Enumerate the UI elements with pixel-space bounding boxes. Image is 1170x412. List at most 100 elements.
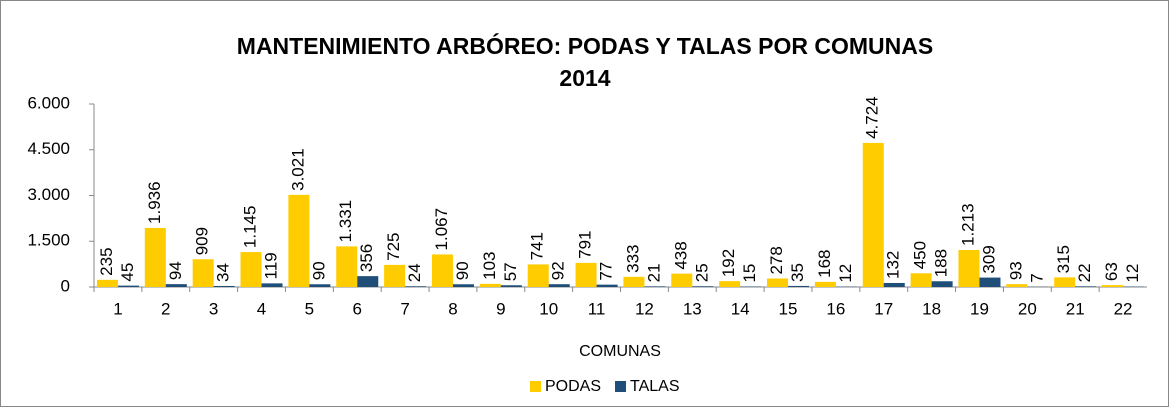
bar <box>815 282 836 287</box>
bar <box>453 284 474 287</box>
bar <box>671 274 692 287</box>
bar <box>405 286 426 287</box>
bar <box>166 284 187 287</box>
data-label: 741 <box>528 232 547 260</box>
bar <box>288 195 309 287</box>
bar <box>432 254 453 287</box>
x-tick-label: 18 <box>922 299 941 318</box>
data-label: 22 <box>1075 263 1094 282</box>
bar <box>958 250 979 287</box>
bar <box>501 285 522 287</box>
bar <box>692 286 713 287</box>
data-label: 315 <box>1054 245 1073 273</box>
data-label: 45 <box>118 263 137 282</box>
bar <box>145 228 166 287</box>
data-label: 77 <box>597 262 616 281</box>
x-tick-label: 13 <box>683 299 702 318</box>
x-tick-label: 8 <box>448 299 457 318</box>
y-tick-label: 6.000 <box>27 93 70 112</box>
data-label: 168 <box>815 250 834 278</box>
x-tick-label: 20 <box>1018 299 1037 318</box>
data-label: 119 <box>262 252 281 279</box>
data-label: 35 <box>788 263 807 282</box>
legend-swatch <box>615 381 626 392</box>
x-tick-label: 6 <box>353 299 362 318</box>
legend-swatch <box>530 381 541 392</box>
bar <box>623 277 644 287</box>
bar <box>480 284 501 287</box>
data-label: 235 <box>97 247 116 275</box>
data-label: 103 <box>480 251 499 279</box>
data-label: 7 <box>1027 273 1046 282</box>
data-label: 4.724 <box>863 96 882 139</box>
bar <box>384 265 405 287</box>
bar <box>97 280 118 287</box>
x-tick-label: 22 <box>1114 299 1133 318</box>
x-tick-label: 4 <box>257 299 266 318</box>
x-tick-label: 10 <box>539 299 558 318</box>
x-tick-label: 1 <box>113 299 122 318</box>
bar <box>932 281 953 287</box>
x-tick-label: 2 <box>161 299 170 318</box>
bar <box>336 246 357 287</box>
bar <box>1054 277 1075 287</box>
data-label: 24 <box>405 263 424 282</box>
y-tick-label: 0 <box>61 276 70 295</box>
x-tick-label: 15 <box>779 299 798 318</box>
bar <box>719 281 740 287</box>
data-label: 63 <box>1102 262 1121 281</box>
data-label: 21 <box>644 263 663 282</box>
bar <box>241 252 262 287</box>
chart-title: MANTENIMIENTO ARBÓREO: PODAS Y TALAS POR… <box>237 32 933 59</box>
data-label: 25 <box>692 263 711 282</box>
legend-label: PODAS <box>545 378 601 395</box>
x-tick-label: 9 <box>496 299 505 318</box>
bar <box>979 278 1000 287</box>
data-label: 12 <box>1123 264 1142 283</box>
bar <box>357 276 378 287</box>
y-tick-label: 1.500 <box>27 231 70 250</box>
x-tick-label: 3 <box>209 299 218 318</box>
x-tick-label: 14 <box>731 299 750 318</box>
data-label: 438 <box>671 241 690 269</box>
legend-label: TALAS <box>630 378 680 395</box>
data-label: 309 <box>979 245 998 273</box>
data-label: 1.213 <box>958 203 977 246</box>
x-tick-label: 11 <box>588 299 606 318</box>
data-label: 94 <box>166 261 185 280</box>
bar <box>884 283 905 287</box>
data-label: 192 <box>719 249 738 277</box>
data-label: 1.936 <box>145 181 164 224</box>
bar <box>528 264 549 287</box>
data-label: 90 <box>309 261 328 280</box>
data-label: 791 <box>576 230 595 258</box>
bar <box>644 286 665 287</box>
bar <box>1102 285 1123 287</box>
data-label: 92 <box>549 261 568 280</box>
data-label: 132 <box>884 251 903 279</box>
bar <box>597 285 618 287</box>
bar <box>549 284 570 287</box>
bar <box>262 283 283 287</box>
data-label: 90 <box>453 261 472 280</box>
bar <box>1006 284 1027 287</box>
data-label: 93 <box>1006 261 1025 280</box>
bar <box>576 263 597 287</box>
x-tick-label: 5 <box>305 299 314 318</box>
y-tick-label: 4.500 <box>27 139 70 158</box>
data-label: 57 <box>501 262 520 281</box>
data-label: 1.067 <box>432 208 451 251</box>
bar <box>309 284 330 287</box>
x-axis-label: COMUNAS <box>579 343 661 360</box>
data-label: 1.331 <box>336 200 355 243</box>
data-label: 278 <box>767 246 786 274</box>
y-tick-label: 3.000 <box>27 185 70 204</box>
x-tick-label: 7 <box>400 299 409 318</box>
data-label: 3.021 <box>288 148 307 191</box>
bar <box>767 279 788 287</box>
bar <box>863 143 884 287</box>
data-label: 909 <box>193 227 212 255</box>
x-tick-label: 12 <box>635 299 654 318</box>
x-tick-label: 21 <box>1066 299 1085 318</box>
data-label: 15 <box>740 264 759 283</box>
